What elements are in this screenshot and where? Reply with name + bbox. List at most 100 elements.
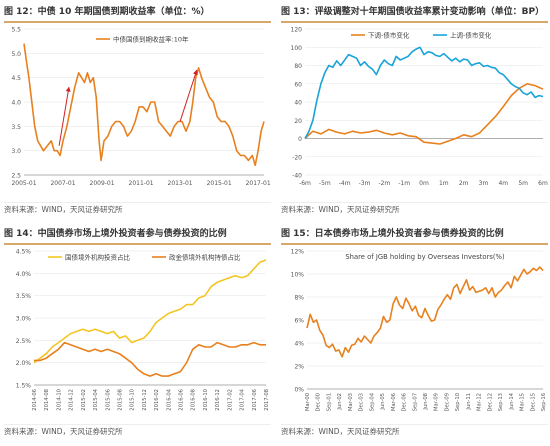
y-tick-label: 3.5%: [16, 293, 32, 300]
x-tick-label: Sep-16: [541, 393, 547, 411]
legend-label: 下调-债市变化: [368, 31, 410, 40]
legend-label: 政金债境外机构持债占比: [169, 253, 241, 262]
annotation-arrow: [179, 69, 198, 122]
x-tick-label: 2014-10: [56, 389, 62, 411]
figure-15: 图 15：日本债券市场上境外投资者参与债券投资的比例 0% 2% 4% 6% 8% 10%…: [281, 226, 548, 441]
y-tick-label: 4.0%: [16, 271, 32, 278]
y-tick-label: 5.0: [11, 51, 21, 58]
figure-source: 资料来源：WIND，天风证券研究所: [281, 202, 548, 217]
x-tick-label: -3m: [359, 180, 371, 187]
x-tick-label: 2011-01: [129, 180, 154, 187]
y-tick-label: 3.5: [11, 124, 21, 131]
y-tick-label: 3.0: [11, 148, 21, 155]
x-tick-label: 2015-08: [117, 389, 123, 411]
series-line: [306, 266, 544, 358]
x-tick-label: 2017-01: [246, 180, 271, 187]
figure-title: 图 13：评级调整对十年期国债收益率累计变动影响（单位：BP）: [281, 4, 548, 23]
series-line: [304, 82, 544, 145]
y-tick-label: 10%: [291, 272, 305, 279]
x-tick-label: 3m: [479, 180, 489, 187]
y-tick-label: 4.5: [11, 75, 21, 82]
y-tick-label: 60: [294, 81, 302, 88]
x-tick-label: Mar-06: [391, 393, 397, 411]
x-tick-label: 2016-06: [179, 389, 185, 411]
x-tick-label: 2016-04: [166, 388, 172, 410]
figure-label: 图 12：: [4, 7, 38, 17]
annotation-arrow: [58, 86, 71, 146]
x-tick-label: Sep-10: [455, 393, 461, 411]
figure-13: 图 13：评级调整对十年期国债收益率累计变动影响（单位：BP） -40 -20 0 2…: [281, 4, 548, 219]
x-tick-label: Jun-05: [380, 393, 386, 411]
x-tick-label: 0m: [419, 180, 429, 187]
x-tick-label: 2009-01: [90, 180, 115, 187]
x-tick-label: Dec-15: [530, 393, 536, 412]
x-tick-label: Jun-11: [466, 393, 472, 411]
x-tick-label: Mar-15: [520, 393, 526, 411]
y-tick-label: 100: [291, 45, 303, 52]
y-tick-label: 4.5%: [16, 249, 32, 256]
figure-label: 图 15：: [281, 229, 315, 239]
x-tick-label: Jun-14: [509, 392, 515, 410]
x-tick-label: 2017-04: [240, 388, 246, 410]
y-tick-label: 12%: [291, 249, 305, 256]
x-tick-label: Dec-09: [444, 393, 450, 412]
figure-title-text: 评级调整对十年期国债收益率累计变动影响（单位：BP）: [314, 7, 545, 17]
figure-title-text: 日本债券市场上境外投资者参与债券投资的比例: [314, 229, 504, 239]
x-tick-label: Sep-13: [498, 393, 504, 411]
y-tick-label: 2.5: [11, 173, 21, 180]
series-line: [23, 43, 265, 167]
figure-label: 图 14：: [4, 229, 38, 239]
x-tick-label: 2015-10: [130, 389, 136, 411]
y-tick-label: 2.5%: [16, 338, 32, 345]
figure-title: 图 14：中国债券市场上境外投资者参与债券投资的比例: [4, 226, 271, 245]
x-tick-label: -2m: [378, 180, 390, 187]
chart-10y-yield: 2.5 3.0 3.5 4.0 4.5 5.0 5.5 2005-01 2007-01 2009-…: [11, 27, 271, 188]
y-tick-label: -40: [292, 173, 302, 180]
legend-label: 上调-债市变化: [450, 31, 492, 40]
x-tick-label: 2014-08: [44, 389, 50, 411]
figure-14: 图 14：中国债券市场上境外投资者参与债券投资的比例 1.5% 2.0% 2.5% 3…: [4, 226, 271, 441]
x-tick-label: 1m: [439, 180, 449, 187]
series-line: [304, 46, 544, 139]
x-tick-label: 2017-02: [227, 389, 233, 411]
y-tick-label: 80: [294, 63, 302, 70]
x-tick-label: Jun-08: [423, 393, 429, 411]
y-tick-label: 0: [298, 136, 302, 143]
y-tick-label: 8%: [294, 295, 304, 302]
x-tick-label: 2014-12: [69, 389, 75, 411]
legend-label: 中债国债到期收益率:10年: [113, 35, 189, 44]
y-tick-label: 4%: [294, 341, 304, 348]
x-tick-label: Jun-02: [337, 393, 343, 411]
x-tick-label: 2015-02: [81, 389, 87, 411]
figure-source: 资料来源：WIND，天风证券研究所: [4, 202, 271, 217]
x-tick-label: -6m: [299, 180, 311, 187]
x-tick-label: 4m: [498, 180, 508, 187]
figure-title: 图 12：中债 10 年期国债到期收益率（单位：%）: [4, 4, 271, 23]
figure-title-text: 中国债券市场上境外投资者参与债券投资的比例: [37, 229, 227, 239]
y-tick-label: 40: [294, 100, 302, 107]
x-tick-label: 2017-08: [264, 389, 270, 411]
y-tick-label: 2%: [294, 364, 304, 371]
y-tick-label: -20: [292, 154, 302, 161]
x-tick-label: Dec-00: [316, 393, 322, 412]
x-tick-label: 2m: [459, 180, 469, 187]
x-tick-label: 2015-06: [105, 389, 111, 411]
y-tick-label: 20: [294, 118, 302, 125]
y-tick-label: 6%: [294, 318, 304, 325]
y-tick-label: 2.0%: [16, 360, 32, 367]
x-tick-label: Sep-07: [412, 393, 418, 411]
x-tick-label: Sep-01: [326, 393, 332, 411]
y-tick-label: 5.5: [11, 27, 21, 34]
y-tick-label: 120: [291, 27, 303, 34]
figure-source: 资料来源：WIND，天风证券研究所: [4, 424, 271, 439]
chart-rating-impact: -40 -20 0 20 40 60 80 100 120 -6m -5m -4m -3m -2m -1m 0…: [291, 27, 548, 188]
x-tick-label: Mar-12: [477, 393, 483, 411]
x-tick-label: Sep-04: [369, 392, 375, 411]
y-tick-label: 0%: [294, 387, 304, 394]
x-tick-label: Dec-06: [402, 393, 408, 412]
y-tick-label: 3.0%: [16, 316, 32, 323]
figure-label: 图 13：: [281, 7, 315, 17]
figure-12: 图 12：中债 10 年期国债到期收益率（单位：%） 2.5 3.0 3.5 4.0 4…: [4, 4, 271, 219]
x-tick-label: 6m: [538, 180, 548, 187]
x-tick-label: 2005-01: [11, 180, 36, 187]
